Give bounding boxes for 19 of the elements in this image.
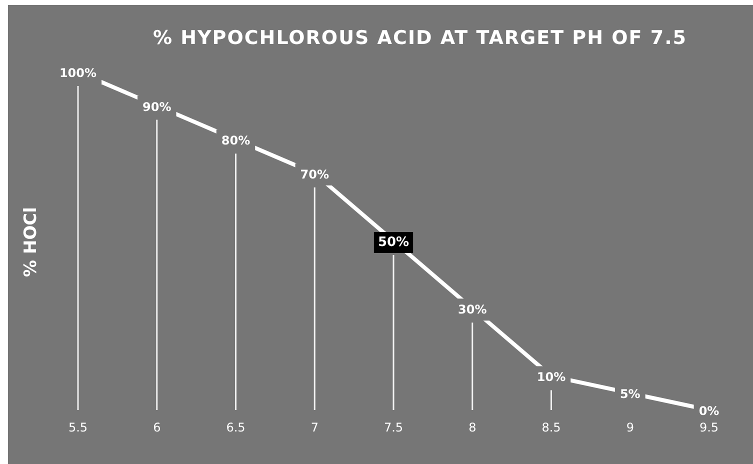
data-label: 100% bbox=[59, 66, 97, 80]
x-tick-label: 5.5 bbox=[68, 420, 88, 435]
x-tick-label: 9 bbox=[626, 420, 634, 435]
data-label: 80% bbox=[221, 134, 250, 148]
data-label: 90% bbox=[142, 100, 172, 114]
x-tick-label: 6 bbox=[153, 420, 161, 435]
data-label: 70% bbox=[300, 167, 329, 182]
x-tick-label: 7 bbox=[310, 420, 318, 435]
data-label: 30% bbox=[458, 302, 487, 317]
x-tick-label: 8 bbox=[468, 420, 476, 435]
y-axis-title: % HOCl bbox=[21, 207, 41, 277]
data-label: 5% bbox=[620, 387, 640, 402]
data-label: 0% bbox=[698, 404, 720, 418]
x-tick-label: 6.5 bbox=[226, 420, 246, 435]
chart-title: % HYPOCHLOROUS ACID AT TARGET PH OF 7.5 bbox=[152, 27, 688, 49]
x-tick-label: 8.5 bbox=[542, 420, 561, 435]
x-tick-label: 7.5 bbox=[384, 420, 404, 435]
data-label: 10% bbox=[536, 370, 566, 384]
x-tick-label: 9.5 bbox=[699, 420, 719, 435]
